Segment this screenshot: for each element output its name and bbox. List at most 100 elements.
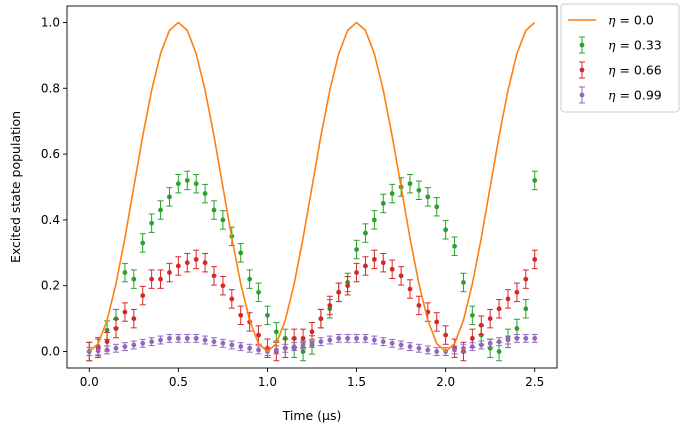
data-point bbox=[363, 335, 368, 341]
legend-item: η = 0.33 bbox=[579, 36, 662, 54]
axes-frame bbox=[66, 5, 558, 369]
data-point bbox=[193, 257, 199, 262]
data-point bbox=[256, 332, 261, 338]
data-point bbox=[532, 178, 538, 183]
legend-label: η = 0.66 bbox=[608, 63, 662, 78]
data-point bbox=[425, 194, 431, 200]
data-point bbox=[514, 289, 520, 295]
legend-marker bbox=[579, 92, 585, 98]
data-point bbox=[122, 344, 128, 350]
data-point bbox=[478, 322, 484, 328]
data-point bbox=[140, 240, 146, 246]
x-tick-label: 1.0 bbox=[258, 375, 277, 389]
data-point bbox=[380, 260, 386, 266]
data-point bbox=[354, 270, 359, 275]
data-point bbox=[478, 342, 484, 348]
data-point bbox=[229, 296, 235, 302]
data-point bbox=[327, 303, 333, 308]
data-point bbox=[247, 276, 253, 282]
data-point bbox=[478, 332, 484, 338]
x-tick-label: 2.0 bbox=[436, 375, 455, 389]
data-point bbox=[309, 340, 315, 346]
data-point bbox=[291, 335, 297, 341]
data-point bbox=[434, 349, 440, 354]
y-axis-label: Excited state population bbox=[8, 111, 23, 263]
data-point bbox=[238, 250, 244, 256]
data-point bbox=[158, 337, 163, 343]
data-point bbox=[416, 187, 422, 193]
x-axis-ticks: 0.0 0.5 1.0 1.5 2.0 2.5 bbox=[80, 368, 544, 389]
data-point bbox=[193, 181, 199, 187]
data-point bbox=[140, 340, 146, 346]
data-point bbox=[345, 335, 351, 341]
data-point bbox=[496, 339, 502, 345]
data-point bbox=[505, 296, 511, 302]
data-point bbox=[514, 335, 520, 341]
legend-frame bbox=[560, 3, 680, 113]
x-tick-label: 1.5 bbox=[347, 375, 366, 389]
data-point bbox=[122, 270, 128, 275]
legend: η = 0.0 η = 0.33 η = 0.66 η = 0.99 bbox=[560, 3, 680, 113]
y-tick-label: 0.0 bbox=[41, 345, 60, 359]
data-point bbox=[363, 230, 368, 236]
data-point bbox=[158, 207, 163, 213]
legend-marker bbox=[579, 42, 585, 48]
data-point bbox=[425, 347, 431, 353]
data-point bbox=[184, 260, 190, 266]
data-point bbox=[149, 276, 155, 282]
data-point bbox=[184, 335, 190, 341]
data-point bbox=[167, 194, 172, 200]
data-point bbox=[167, 335, 172, 341]
data-point bbox=[175, 263, 181, 269]
data-point bbox=[158, 276, 163, 282]
data-point bbox=[371, 257, 377, 262]
data-point bbox=[282, 335, 288, 341]
x-axis-label: Time (µs) bbox=[282, 408, 342, 423]
data-point bbox=[505, 337, 511, 343]
data-point bbox=[184, 178, 190, 183]
data-point bbox=[469, 335, 475, 341]
data-point bbox=[416, 303, 422, 308]
series-0.99 bbox=[86, 333, 538, 356]
data-point bbox=[113, 326, 119, 331]
data-point bbox=[149, 339, 155, 345]
data-point bbox=[327, 337, 333, 343]
y-tick-label: 0.4 bbox=[41, 213, 60, 227]
data-point bbox=[514, 326, 520, 331]
data-point bbox=[443, 227, 449, 233]
data-point bbox=[104, 339, 110, 345]
data-point bbox=[407, 286, 413, 292]
legend-label: η = 0.33 bbox=[608, 38, 662, 53]
data-point bbox=[523, 306, 529, 312]
data-point bbox=[398, 342, 404, 348]
data-point bbox=[407, 344, 413, 350]
data-point bbox=[380, 339, 386, 345]
y-axis-ticks: 0.0 0.2 0.4 0.6 0.8 1.0 bbox=[41, 15, 67, 359]
data-point bbox=[238, 344, 244, 350]
data-point bbox=[273, 329, 279, 335]
data-point bbox=[523, 335, 529, 341]
data-point bbox=[256, 347, 261, 353]
data-point bbox=[416, 345, 422, 351]
data-point bbox=[149, 220, 155, 226]
data-point bbox=[291, 344, 297, 350]
data-point bbox=[202, 191, 208, 196]
x-tick-label: 0.5 bbox=[169, 375, 188, 389]
data-point bbox=[95, 348, 101, 354]
data-point bbox=[363, 263, 368, 269]
data-point bbox=[354, 335, 359, 341]
data-point bbox=[523, 276, 529, 282]
data-point bbox=[487, 340, 493, 346]
data-point bbox=[345, 283, 351, 289]
data-point bbox=[389, 340, 395, 346]
data-point bbox=[309, 329, 315, 335]
legend-item: η = 0.66 bbox=[579, 61, 662, 79]
data-point bbox=[131, 342, 137, 348]
data-point bbox=[461, 280, 466, 285]
data-point bbox=[487, 316, 493, 322]
legend-item: η = 0.99 bbox=[579, 86, 662, 104]
data-point bbox=[452, 243, 457, 249]
data-point bbox=[389, 266, 395, 272]
data-point bbox=[167, 270, 172, 275]
series-line-0.0 bbox=[88, 21, 536, 353]
